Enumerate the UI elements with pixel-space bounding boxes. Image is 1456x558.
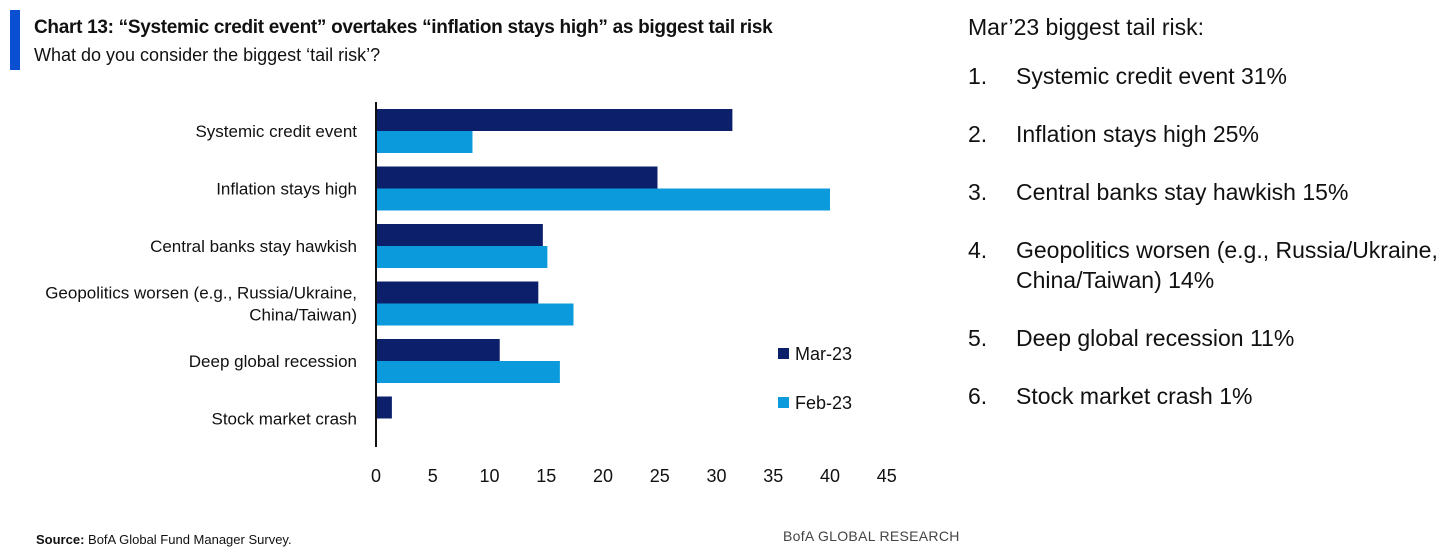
x-tick-label: 30: [706, 466, 726, 486]
item-text: Geopolitics worsen (e.g., Russia/Ukraine…: [1016, 237, 1438, 293]
bar-mar-23: [376, 396, 392, 419]
x-tick-label: 15: [536, 466, 556, 486]
category-label: Systemic credit event: [195, 122, 357, 141]
bar-feb-23: [376, 131, 473, 153]
side-panel-item: 4. Geopolitics worsen (e.g., Russia/Ukrai…: [968, 235, 1456, 295]
item-text: Systemic credit event 31%: [1016, 63, 1288, 89]
category-label: Stock market crash: [212, 410, 358, 429]
category-label: Inflation stays high: [216, 180, 357, 199]
source-label: Source:: [36, 532, 85, 547]
x-tick-label: 40: [820, 466, 840, 486]
bar-feb-23: [376, 246, 548, 268]
item-number: 5.: [968, 325, 988, 351]
x-tick-label: 35: [763, 466, 783, 486]
item-number: 3.: [968, 179, 988, 205]
legend-swatch: [778, 397, 789, 408]
title-accent-bar: [10, 10, 20, 70]
bar-mar-23: [376, 109, 733, 131]
legend-swatch: [778, 348, 789, 359]
bar-feb-23: [376, 361, 560, 383]
category-label: Central banks stay hawkish: [150, 237, 357, 256]
bar-feb-23: [376, 188, 830, 211]
item-number: 4.: [968, 237, 988, 263]
bar-mar-23: [376, 166, 658, 189]
item-number: 6.: [968, 383, 988, 409]
bar-mar-23: [376, 224, 543, 246]
bar-mar-23: [376, 281, 539, 304]
legend-label: Mar-23: [795, 344, 852, 364]
x-tick-label: 0: [371, 466, 381, 486]
source-text: BofA Global Fund Manager Survey.: [88, 532, 292, 547]
side-panel-item: 3. Central banks stay hawkish 15%: [968, 177, 1456, 207]
side-panel-item: 6. Stock market crash 1%: [968, 381, 1456, 411]
chart-subtitle: What do you consider the biggest ‘tail r…: [34, 45, 381, 65]
x-tick-label: 25: [650, 466, 670, 486]
x-tick-label: 45: [877, 466, 897, 486]
side-panel-item: 2. Inflation stays high 25%: [968, 119, 1456, 149]
side-panel-list: 1. Systemic credit event 31% 2. Inflation s…: [968, 61, 1456, 411]
bar-feb-23: [376, 303, 574, 326]
side-panel-title: Mar’23 biggest tail risk:: [968, 14, 1205, 40]
item-text: Inflation stays high 25%: [1016, 121, 1259, 147]
bar-mar-23: [376, 339, 500, 361]
side-panel-item: 5. Deep global recession 11%: [968, 323, 1456, 353]
item-number: 1.: [968, 63, 988, 89]
legend-label: Feb-23: [795, 393, 852, 413]
side-panel-item: 1. Systemic credit event 31%: [968, 61, 1456, 91]
x-tick-label: 5: [428, 466, 438, 486]
category-label: Geopolitics worsen (e.g., Russia/Ukraine…: [45, 284, 357, 303]
category-label: China/Taiwan): [249, 306, 357, 325]
brand-label: BofA GLOBAL RESEARCH: [783, 528, 960, 544]
item-text: Central banks stay hawkish 15%: [1016, 179, 1349, 205]
side-panel: Mar’23 biggest tail risk: 1. Systemic cre…: [968, 14, 1456, 439]
x-tick-label: 10: [479, 466, 499, 486]
chart-title: Chart 13: “Systemic credit event” overta…: [34, 17, 773, 38]
x-tick-label: 20: [593, 466, 613, 486]
source-note: Source: BofA Global Fund Manager Survey.: [36, 532, 292, 547]
item-number: 2.: [968, 121, 988, 147]
item-text: Deep global recession 11%: [1016, 325, 1295, 351]
category-label: Deep global recession: [189, 352, 357, 371]
item-text: Stock market crash 1%: [1016, 383, 1253, 409]
bar-chart: Systemic credit event Inflation stays hig…: [45, 102, 897, 486]
